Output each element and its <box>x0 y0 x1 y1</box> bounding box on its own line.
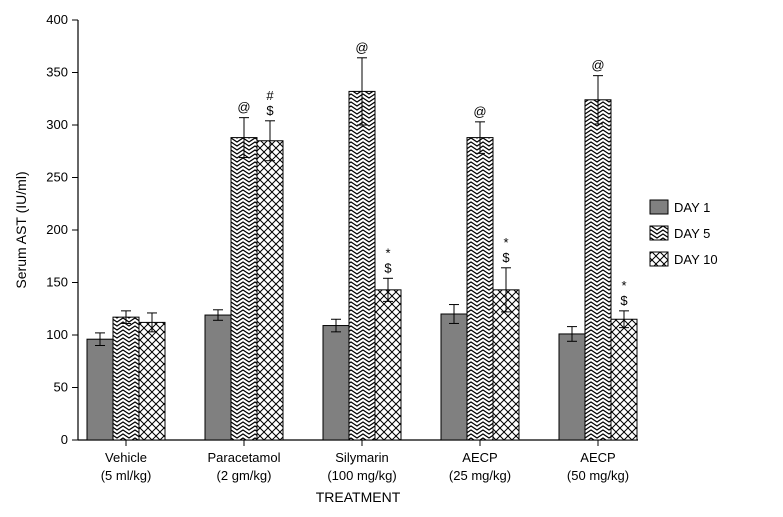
y-tick-label: 50 <box>54 380 68 395</box>
y-tick-label: 350 <box>46 65 68 80</box>
bar <box>611 319 637 440</box>
bar <box>349 91 375 440</box>
y-tick-label: 0 <box>61 432 68 447</box>
legend-label: DAY 5 <box>674 226 710 241</box>
bar <box>231 138 257 440</box>
legend-swatch <box>650 252 668 266</box>
bar <box>205 315 231 440</box>
bar <box>441 314 467 440</box>
x-tick-sublabel: (100 mg/kg) <box>327 468 396 483</box>
y-tick-label: 150 <box>46 275 68 290</box>
significance-annotation: $ <box>266 103 274 118</box>
y-axis-label: Serum AST (IU/ml) <box>13 171 29 288</box>
legend-swatch <box>650 200 668 214</box>
legend-swatch <box>650 226 668 240</box>
x-tick-label: AECP <box>462 450 497 465</box>
legend-label: DAY 1 <box>674 200 710 215</box>
x-tick-label: Vehicle <box>105 450 147 465</box>
chart-container: 0 50 100 150 200 250 300 350 400 Serum AST (IU/ml… <box>0 0 783 517</box>
x-tick-sublabel: (25 mg/kg) <box>449 468 511 483</box>
bar <box>375 290 401 440</box>
x-tick-sublabel: (50 mg/kg) <box>567 468 629 483</box>
significance-annotation: $ <box>384 260 392 275</box>
bar <box>113 317 139 440</box>
bar <box>467 138 493 440</box>
x-tick-sublabel: (2 gm/kg) <box>217 468 272 483</box>
legend-label: DAY 10 <box>674 252 718 267</box>
significance-annotation: * <box>503 235 508 250</box>
x-tick-label: Silymarin <box>335 450 388 465</box>
significance-annotation: @ <box>473 104 486 119</box>
bar <box>323 326 349 440</box>
x-tick-sublabel: (5 ml/kg) <box>101 468 152 483</box>
bar <box>257 141 283 440</box>
x-tick-label: AECP <box>580 450 615 465</box>
y-tick-label: 400 <box>46 12 68 27</box>
significance-annotation: @ <box>591 58 604 73</box>
bar <box>87 339 113 440</box>
bar <box>585 100 611 440</box>
x-tick-label: Paracetamol <box>208 450 281 465</box>
significance-annotation: * <box>385 245 390 260</box>
bar-chart: 0 50 100 150 200 250 300 350 400 Serum AST (IU/ml… <box>0 0 783 517</box>
y-tick-label: 300 <box>46 117 68 132</box>
bar <box>559 334 585 440</box>
significance-annotation: @ <box>237 100 250 115</box>
bar <box>139 322 165 440</box>
significance-annotation: $ <box>502 250 510 265</box>
y-tick-label: 250 <box>46 170 68 185</box>
significance-annotation: # <box>266 88 274 103</box>
x-axis-label: TREATMENT <box>316 489 401 505</box>
significance-annotation: @ <box>355 40 368 55</box>
significance-annotation: $ <box>620 293 628 308</box>
y-tick-label: 200 <box>46 222 68 237</box>
significance-annotation: * <box>621 278 626 293</box>
y-tick-label: 100 <box>46 327 68 342</box>
